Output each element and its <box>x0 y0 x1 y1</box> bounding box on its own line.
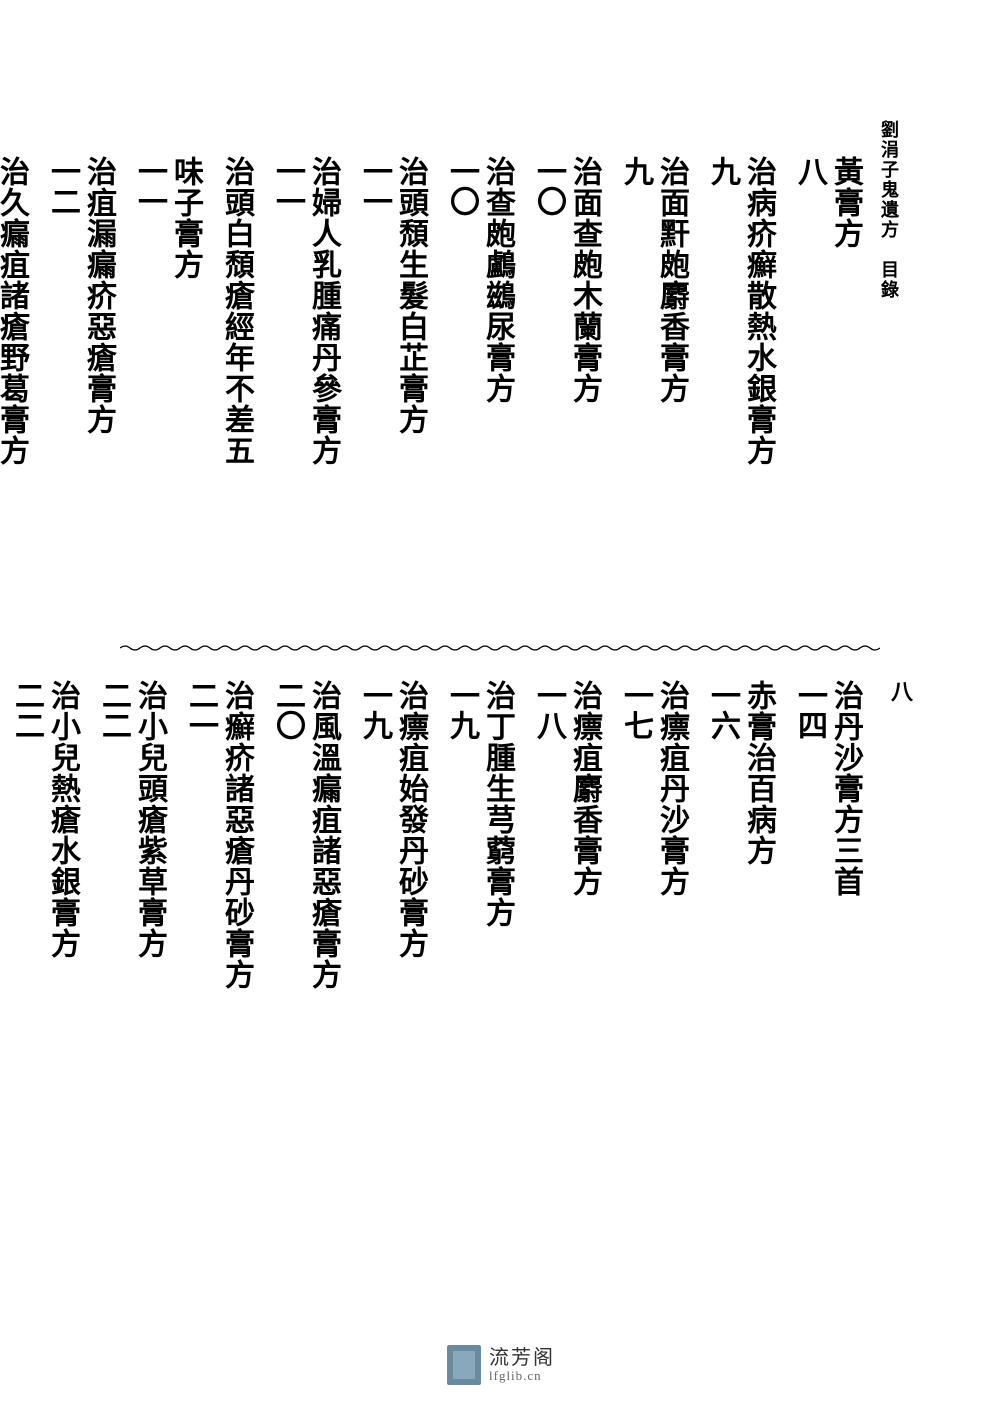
toc-entry-title: 治瘭疽麝香膏方 <box>568 680 601 897</box>
toc-entry-title: 治疽漏瘺疥惡瘡膏方 <box>82 156 115 435</box>
toc-column: 黃膏方八 <box>793 156 862 636</box>
toc-entry-title: 治丁腫生芎藭膏方 <box>481 680 514 928</box>
toc-entry-title: 治頭白頹瘡經年不差五 <box>220 156 253 466</box>
toc-page-number: 九 <box>706 156 739 186</box>
upper-toc-block: 黃膏方八治病疥癬散熱水銀膏方九治面䵟皰麝香膏方九治面查皰木蘭膏方一〇治查皰鸕鷀尿… <box>120 156 862 636</box>
toc-column: 治小兒頭瘡紫草膏方二二 <box>97 680 166 1160</box>
toc-page-number: 二〇 <box>271 680 304 740</box>
toc-column: 治頭白頹瘡經年不差五 <box>220 156 253 636</box>
toc-entry-title: 治頭頹生髮白芷膏方 <box>394 156 427 435</box>
toc-column: 治瘭疽丹沙膏方一七 <box>619 680 688 1160</box>
toc-column: 治病疥癬散熱水銀膏方九 <box>706 156 775 636</box>
toc-column: 治丁腫生芎藭膏方一九 <box>445 680 514 1160</box>
toc-column: 治小兒熱瘡水銀膏方二二 <box>10 680 79 1160</box>
page-indicator: 八 <box>884 680 916 702</box>
footer-name: 流芳阁 <box>489 1347 555 1369</box>
toc-page-number: 一七 <box>619 680 652 740</box>
toc-column: 治丹沙膏方三首一四 <box>793 680 862 1160</box>
toc-page-number: 二二 <box>10 680 43 740</box>
toc-column: 治面䵟皰麝香膏方九 <box>619 156 688 636</box>
toc-entry-title: 味子膏方 <box>169 156 202 280</box>
toc-column: 治癬疥諸惡瘡丹砂膏方二一 <box>184 680 253 1160</box>
toc-column: 治疽漏瘺疥惡瘡膏方一二 <box>46 156 115 636</box>
toc-page-number: 一〇 <box>532 156 565 216</box>
toc-column: 治風溫瘺疽諸惡瘡膏方二〇 <box>271 680 340 1160</box>
toc-page-number: 九 <box>619 156 652 186</box>
toc-page-number: 一九 <box>358 680 391 740</box>
footer-text: 流芳阁 lfglib.cn <box>489 1347 555 1383</box>
section-divider <box>120 644 880 652</box>
toc-column: 治面查皰木蘭膏方一〇 <box>532 156 601 636</box>
toc-page-number: 一二 <box>46 156 79 216</box>
toc-entry-title: 治面䵟皰麝香膏方 <box>655 156 688 404</box>
toc-page-number: 一四 <box>793 680 826 740</box>
footer-url: lfglib.cn <box>489 1369 555 1383</box>
toc-page-number: 一一 <box>271 156 304 216</box>
toc-column: 治久瘺疽諸瘡野葛膏方一三 <box>0 156 28 636</box>
toc-page-number: 一一 <box>358 156 391 216</box>
toc-column: 治查皰鸕鷀尿膏方一〇 <box>445 156 514 636</box>
toc-entry-title: 治癬疥諸惡瘡丹砂膏方 <box>220 680 253 990</box>
toc-entry-title: 黃膏方 <box>829 156 862 249</box>
toc-page-number: 一六 <box>706 680 739 740</box>
toc-column: 治瘭疽麝香膏方一八 <box>532 680 601 1160</box>
toc-entry-title: 治小兒熱瘡水銀膏方 <box>46 680 79 959</box>
toc-column: 味子膏方一一 <box>133 156 202 636</box>
toc-entry-title: 治婦人乳腫痛丹參膏方 <box>307 156 340 466</box>
footer-logo-icon <box>447 1345 481 1385</box>
toc-entry-title: 治查皰鸕鷀尿膏方 <box>481 156 514 404</box>
toc-column: 治頭頹生髮白芷膏方一一 <box>358 156 427 636</box>
document-page: 劉涓子鬼遺方 目錄 黃膏方八治病疥癬散熱水銀膏方九治面䵟皰麝香膏方九治面查皰木蘭… <box>120 120 902 1337</box>
toc-column: 治瘭疽始發丹砂膏方一九 <box>358 680 427 1160</box>
toc-page-number: 一〇 <box>445 156 478 216</box>
toc-page-number: 二二 <box>97 680 130 740</box>
toc-column: 赤膏治百病方一六 <box>706 680 775 1160</box>
toc-page-number: 一八 <box>532 680 565 740</box>
toc-page-number: 一九 <box>445 680 478 740</box>
header-title: 劉涓子鬼遺方 目錄 <box>876 120 902 300</box>
toc-entry-title: 治丹沙膏方三首 <box>829 680 862 897</box>
toc-entry-title: 治小兒頭瘡紫草膏方 <box>133 680 166 959</box>
toc-entry-title: 治面查皰木蘭膏方 <box>568 156 601 404</box>
toc-entry-title: 赤膏治百病方 <box>742 680 775 866</box>
toc-page-number: 二一 <box>184 680 217 740</box>
footer-watermark: 流芳阁 lfglib.cn <box>447 1345 555 1385</box>
toc-entry-title: 治久瘺疽諸瘡野葛膏方 <box>0 156 28 466</box>
toc-entry-title: 治瘭疽始發丹砂膏方 <box>394 680 427 959</box>
toc-entry-title: 治病疥癬散熱水銀膏方 <box>742 156 775 466</box>
toc-entry-title: 治風溫瘺疽諸惡瘡膏方 <box>307 680 340 990</box>
toc-page-number: 一一 <box>133 156 166 216</box>
lower-toc-block: 治丹沙膏方三首一四赤膏治百病方一六治瘭疽丹沙膏方一七治瘭疽麝香膏方一八治丁腫生芎… <box>120 680 862 1160</box>
toc-page-number: 八 <box>793 156 826 186</box>
toc-entry-title: 治瘭疽丹沙膏方 <box>655 680 688 897</box>
toc-column: 治婦人乳腫痛丹參膏方一一 <box>271 156 340 636</box>
